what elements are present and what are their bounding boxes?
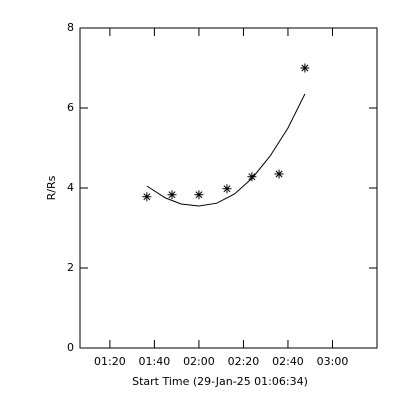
plot-frame	[79, 27, 378, 349]
x-tick-label: 02:20	[228, 355, 260, 368]
y-axis-label: R/Rs	[45, 175, 58, 200]
x-tick-label: 03:00	[317, 355, 349, 368]
y-tick-label: 8	[67, 21, 74, 34]
y-tick-label: 2	[67, 261, 74, 274]
asterisk-marker	[300, 63, 310, 73]
asterisk-marker	[274, 169, 284, 179]
x-tick-label: 01:40	[139, 355, 171, 368]
fit-curve	[146, 93, 306, 207]
y-tick-label: 4	[67, 181, 74, 194]
asterisk-marker	[167, 190, 177, 200]
asterisk-marker	[247, 172, 257, 182]
y-tick-label: 0	[67, 341, 74, 354]
asterisk-marker	[194, 190, 204, 200]
x-tick-label: 01:20	[94, 355, 126, 368]
x-tick-label: 02:00	[183, 355, 215, 368]
asterisk-marker	[142, 192, 152, 202]
y-tick-label: 6	[67, 101, 74, 114]
x-axis-label: Start Time (29-Jan-25 01:06:34)	[132, 375, 308, 388]
x-tick-label: 02:40	[272, 355, 304, 368]
asterisk-marker	[222, 184, 232, 194]
